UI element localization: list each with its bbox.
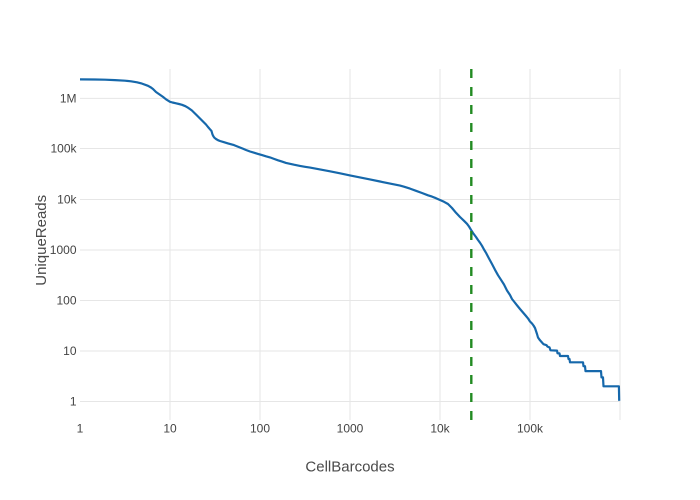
svg-text:10: 10 [163, 422, 177, 436]
svg-text:1000: 1000 [337, 422, 364, 436]
svg-text:100: 100 [250, 422, 270, 436]
svg-text:100k: 100k [50, 142, 77, 156]
svg-text:1000: 1000 [50, 243, 77, 257]
svg-text:CellBarcodes: CellBarcodes [305, 459, 394, 476]
svg-text:100: 100 [56, 294, 76, 308]
svg-text:10k: 10k [430, 422, 450, 436]
svg-text:UniqueReads: UniqueReads [33, 195, 50, 286]
svg-text:100k: 100k [517, 422, 544, 436]
svg-text:10k: 10k [57, 193, 77, 207]
svg-text:1: 1 [70, 395, 77, 409]
svg-text:1M: 1M [60, 91, 77, 105]
svg-text:10: 10 [63, 344, 77, 358]
svg-text:1: 1 [77, 422, 84, 436]
